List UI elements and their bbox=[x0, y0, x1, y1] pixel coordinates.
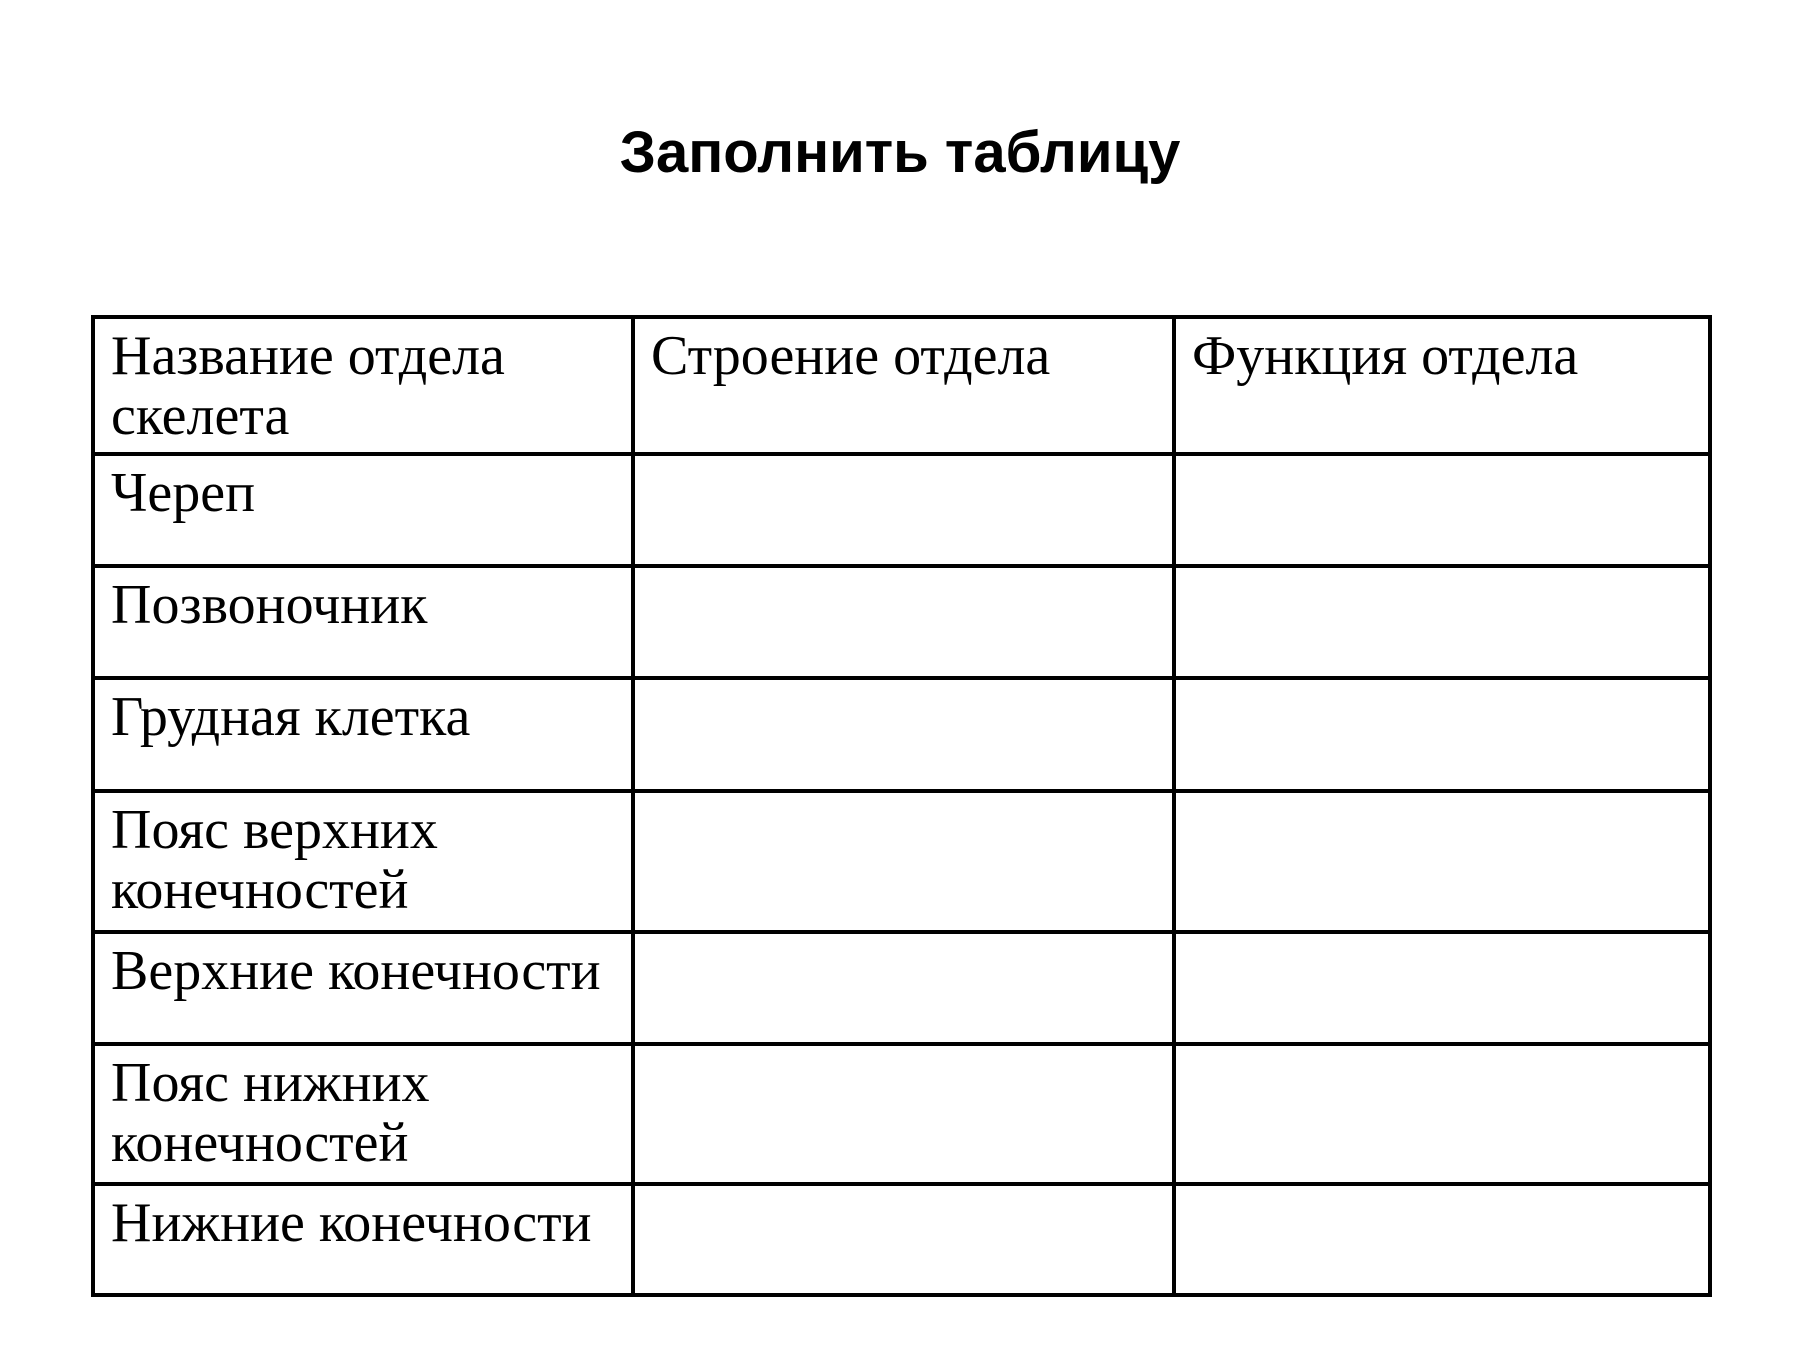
function-empty-cell bbox=[1172, 930, 1712, 1046]
section-name-cell: Нижние конечности bbox=[91, 1182, 635, 1297]
structure-empty-cell bbox=[631, 930, 1176, 1046]
header-cell-function: Функция отдела bbox=[1172, 315, 1712, 456]
table-row: Позвоночник bbox=[91, 564, 1712, 680]
section-name-cell: Пояс верхних конечностей bbox=[91, 789, 635, 934]
structure-empty-cell bbox=[631, 1182, 1176, 1297]
header-cell-section-name: Название отдела скелета bbox=[91, 315, 635, 456]
section-name-cell: Пояс нижних конечностей bbox=[91, 1042, 635, 1186]
function-empty-cell bbox=[1172, 452, 1712, 568]
function-empty-cell bbox=[1172, 789, 1712, 934]
function-empty-cell bbox=[1172, 1042, 1712, 1186]
structure-empty-cell bbox=[631, 1042, 1176, 1186]
structure-empty-cell bbox=[631, 789, 1176, 934]
section-name-cell: Позвоночник bbox=[91, 564, 635, 680]
function-empty-cell bbox=[1172, 1182, 1712, 1297]
slide-title: Заполнить таблицу bbox=[619, 120, 1181, 185]
header-row: Название отдела скелета Строение отдела … bbox=[91, 315, 1712, 456]
structure-empty-cell bbox=[631, 564, 1176, 680]
table-row: Череп bbox=[91, 452, 1712, 568]
structure-empty-cell bbox=[631, 452, 1176, 568]
table-row: Пояс верхних конечностей bbox=[91, 789, 1712, 934]
structure-empty-cell bbox=[631, 676, 1176, 793]
table-row: Верхние конечности bbox=[91, 930, 1712, 1046]
table-row: Грудная клетка bbox=[91, 676, 1712, 793]
skeleton-sections-table: Название отдела скелета Строение отдела … bbox=[91, 315, 1712, 1297]
header-cell-structure: Строение отдела bbox=[631, 315, 1176, 456]
section-name-cell: Верхние конечности bbox=[91, 930, 635, 1046]
table-row: Нижние конечности bbox=[91, 1182, 1712, 1297]
function-empty-cell bbox=[1172, 676, 1712, 793]
table-row: Пояс нижних конечностей bbox=[91, 1042, 1712, 1186]
function-empty-cell bbox=[1172, 564, 1712, 680]
section-name-cell: Череп bbox=[91, 452, 635, 568]
section-name-cell: Грудная клетка bbox=[91, 676, 635, 793]
